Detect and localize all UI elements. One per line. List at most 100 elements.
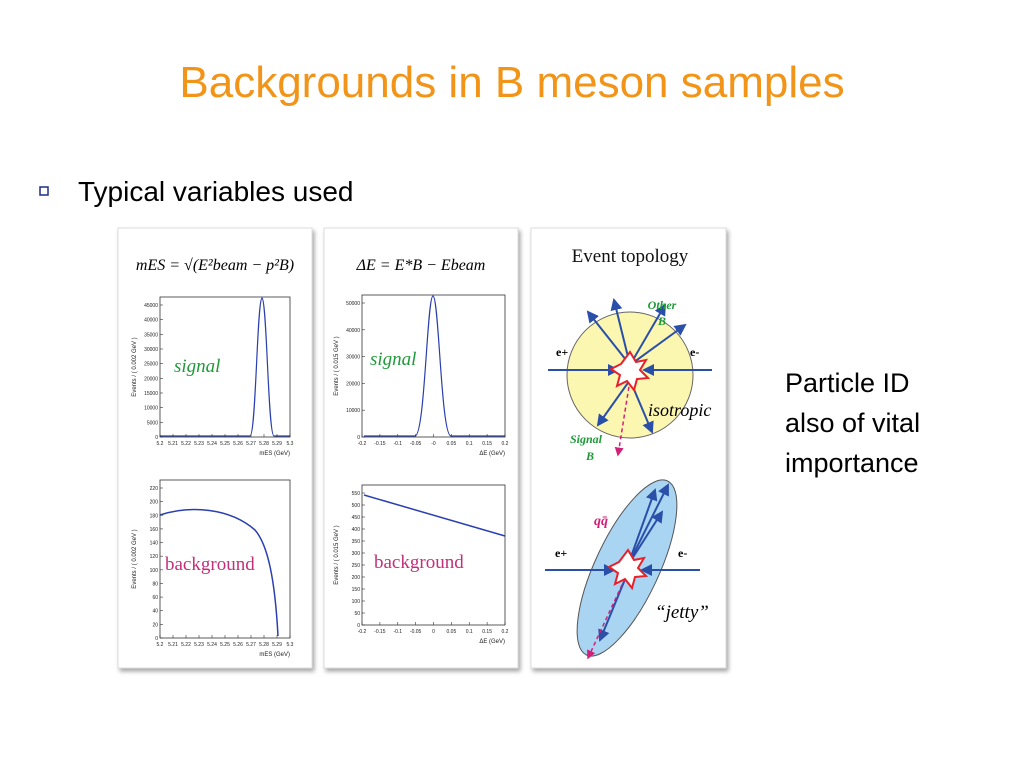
x-tick-label: -0.1 <box>393 629 402 635</box>
y-tick-label: 0 <box>155 435 158 441</box>
y-tick-label: 180 <box>150 513 159 519</box>
bullet-icon <box>39 186 49 196</box>
y-tick-label: 40000 <box>346 328 360 334</box>
x-tick-label: 5.22 <box>181 642 191 648</box>
topology-label: B <box>585 449 594 463</box>
x-tick-label: -0.2 <box>358 441 367 447</box>
plots: mES = √(E²beam − p²B)0500010000150002000… <box>132 257 509 658</box>
curve <box>363 494 506 537</box>
formula: mES = √(E²beam − p²B) <box>136 257 294 274</box>
curve <box>159 508 279 637</box>
x-tick-label: 5.29 <box>272 642 282 648</box>
y-axis-label: Events / ( 0.002 GeV ) <box>132 337 138 396</box>
y-axis-label: Events / ( 0.015 GeV ) <box>334 525 340 584</box>
x-tick-label: -0.15 <box>374 629 386 635</box>
plot-label: signal <box>370 349 416 370</box>
topology-label: e+ <box>555 546 567 560</box>
y-tick-label: 220 <box>150 486 159 492</box>
y-tick-label: 200 <box>352 575 361 581</box>
y-tick-label: 10000 <box>346 408 360 414</box>
curve <box>160 297 290 437</box>
y-tick-label: 50000 <box>346 301 360 307</box>
y-tick-label: 10000 <box>144 406 158 412</box>
y-tick-label: 35000 <box>144 332 158 338</box>
x-tick-label: -0 <box>431 441 436 447</box>
y-tick-label: 45000 <box>144 303 158 309</box>
y-tick-label: 20000 <box>346 381 360 387</box>
x-tick-label: 5.3 <box>287 441 294 447</box>
y-tick-label: 120 <box>150 554 159 560</box>
x-tick-label: 5.21 <box>168 441 178 447</box>
y-tick-label: 450 <box>352 515 361 521</box>
x-tick-label: 0.15 <box>482 441 492 447</box>
y-tick-label: 60 <box>152 595 158 601</box>
topology-label: e+ <box>556 345 568 359</box>
curve <box>364 295 505 437</box>
topology-label: B <box>657 314 666 328</box>
y-tick-label: 5000 <box>147 420 158 426</box>
topology-label: “jetty” <box>655 602 709 623</box>
x-tick-label: 0.15 <box>482 629 492 635</box>
formula: ΔE = E*B − Ebeam <box>356 257 486 274</box>
y-tick-label: 550 <box>352 491 361 497</box>
y-tick-label: 0 <box>357 435 360 441</box>
y-axis-label: Events / ( 0.015 GeV ) <box>334 336 340 395</box>
x-tick-label: 5.23 <box>194 642 204 648</box>
topology-label: Other <box>648 298 677 312</box>
y-tick-label: 30000 <box>144 347 158 353</box>
signal-track <box>587 379 631 660</box>
plot-label: background <box>374 552 464 573</box>
y-tick-label: 20000 <box>144 376 158 382</box>
vertex <box>609 350 651 393</box>
y-tick-label: 400 <box>352 527 361 533</box>
plot-label: signal <box>174 356 220 377</box>
x-tick-label: 5.28 <box>259 642 269 648</box>
x-tick-label: -0.2 <box>358 629 367 635</box>
x-axis-label: mES (GeV) <box>259 652 290 658</box>
topology: Event topology Other B Signal Be+ e-isotropic… <box>555 246 711 623</box>
x-tick-label: 5.27 <box>246 642 256 648</box>
y-tick-label: 25000 <box>144 362 158 368</box>
x-tick-label: 5.24 <box>207 441 217 447</box>
plot-label: background <box>165 554 255 575</box>
y-tick-label: 150 <box>352 587 361 593</box>
x-tick-label: 0.2 <box>502 629 509 635</box>
x-tick-label: 5.27 <box>246 441 256 447</box>
x-tick-label: 0.05 <box>447 441 457 447</box>
x-tick-label: 5.25 <box>220 441 230 447</box>
x-tick-label: -0.15 <box>374 441 386 447</box>
x-tick-label: 5.3 <box>287 642 294 648</box>
y-axis-label: Events / ( 0.002 GeV ) <box>132 529 138 588</box>
y-tick-label: 30000 <box>346 355 360 361</box>
y-tick-label: 80 <box>152 581 158 587</box>
x-tick-label: 5.21 <box>168 642 178 648</box>
x-tick-label: 0.05 <box>447 629 457 635</box>
y-tick-label: 0 <box>155 636 158 642</box>
x-tick-label: 0 <box>432 629 435 635</box>
x-tick-label: 5.28 <box>259 441 269 447</box>
vertex <box>607 548 649 591</box>
y-tick-label: 100 <box>352 599 361 605</box>
x-tick-label: 5.22 <box>181 441 191 447</box>
x-axis-label: ΔE (GeV) <box>479 451 505 457</box>
bullet-text: Typical variables used <box>78 176 353 207</box>
y-tick-label: 0 <box>357 623 360 629</box>
panel <box>323 227 519 669</box>
x-tick-label: 0.1 <box>466 629 473 635</box>
topology-label: Event topology <box>572 246 689 267</box>
y-tick-label: 40000 <box>144 318 158 324</box>
y-tick-label: 100 <box>150 568 159 574</box>
topology-label: Signal <box>570 432 603 446</box>
side-note-line: Particle ID <box>785 368 910 398</box>
y-tick-label: 500 <box>352 503 361 509</box>
y-tick-label: 200 <box>150 500 159 506</box>
x-tick-label: 0.1 <box>466 441 473 447</box>
x-axis-label: ΔE (GeV) <box>479 639 505 645</box>
y-tick-label: 140 <box>150 541 159 547</box>
x-tick-label: 0.2 <box>502 441 509 447</box>
side-note: Particle ID also of vital importance <box>785 368 920 478</box>
x-tick-label: 5.2 <box>157 642 164 648</box>
y-tick-label: 160 <box>150 527 159 533</box>
y-tick-label: 250 <box>352 563 361 569</box>
tracks <box>548 483 700 642</box>
